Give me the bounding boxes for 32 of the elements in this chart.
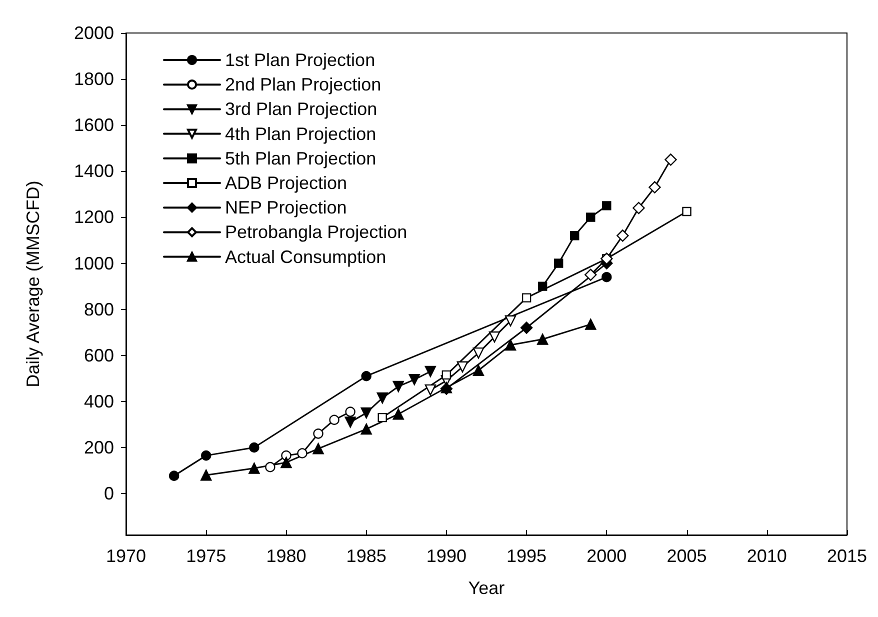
legend-label: ADB Projection (225, 173, 348, 193)
x-axis-title: Year (468, 578, 505, 598)
y-tick-label: 2000 (74, 23, 114, 43)
y-tick-label: 1800 (74, 69, 114, 90)
y-tick-label: 200 (84, 437, 114, 458)
x-tick-label: 2005 (666, 546, 707, 566)
x-tick-label: 1990 (426, 546, 466, 566)
legend-label: 5th Plan Projection (225, 148, 376, 168)
legend-label: Petrobangla Projection (225, 222, 408, 242)
y-tick-label: 1000 (74, 253, 114, 274)
legend-label: 1st Plan Projection (225, 50, 376, 70)
y-axis-title: Daily Average (MMSCFD) (23, 180, 43, 388)
y-tick-label: 600 (84, 345, 114, 366)
x-tick-label: 1970 (106, 546, 146, 566)
y-tick-label: 1600 (74, 115, 114, 136)
x-tick-label: 2010 (746, 546, 787, 566)
legend-label: 2nd Plan Projection (225, 74, 382, 95)
x-tick-label: 1985 (346, 546, 386, 566)
legend-label: NEP Projection (225, 198, 347, 218)
x-tick-label: 1975 (186, 546, 226, 566)
x-tick-label: 2015 (826, 546, 867, 566)
y-tick-label: 0 (104, 484, 114, 504)
x-tick-label: 1980 (266, 546, 306, 566)
y-tick-label: 400 (84, 391, 114, 412)
legend-label: 3rd Plan Projection (225, 99, 378, 120)
legend-label: 4th Plan Projection (225, 124, 376, 144)
legend-label: Actual Consumption (225, 246, 386, 267)
y-tick-label: 800 (84, 299, 114, 320)
y-tick-label: 1200 (74, 207, 114, 228)
y-tick-label: 1400 (74, 161, 114, 182)
x-tick-label: 2000 (586, 546, 627, 566)
x-tick-label: 1995 (506, 546, 547, 566)
